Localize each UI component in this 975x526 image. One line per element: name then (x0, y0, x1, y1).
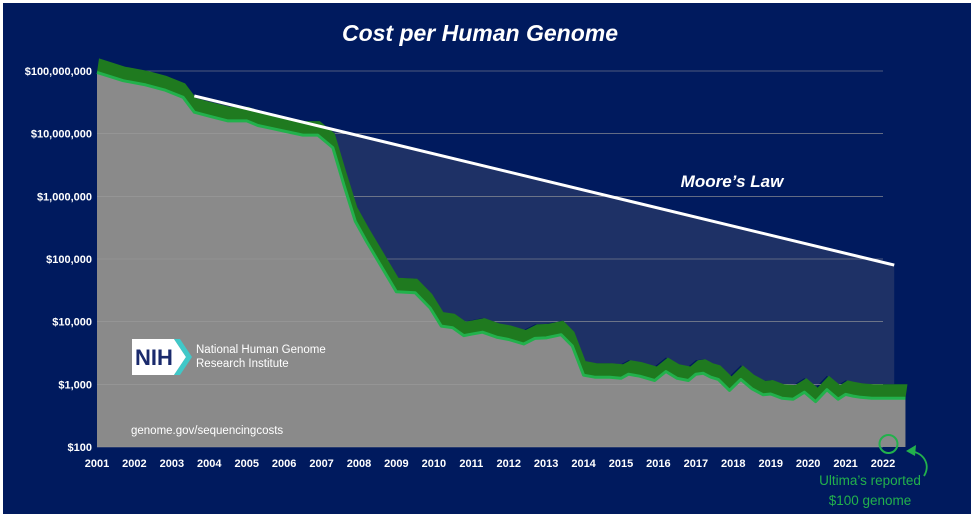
x-tick-label: 2004 (197, 458, 222, 470)
x-tick-label: 2010 (422, 458, 446, 470)
y-tick-label: $1,000 (58, 379, 92, 391)
cost-line (96, 70, 906, 404)
x-tick-label: 2018 (721, 458, 745, 470)
y-axis-ticks: $100,000,000 $10,000,000 $1,000,000 $100,00… (25, 66, 92, 454)
x-tick-label: 2006 (272, 458, 296, 470)
x-tick-label: 2017 (684, 458, 708, 470)
x-axis-ticks: 2001 2002 2003 2004 2005 2006 2007 2008 2009 2010… (85, 458, 895, 470)
source-url: genome.gov/sequencingcosts (131, 425, 283, 437)
y-tick-label: $10,000 (52, 317, 92, 329)
nih-logo-text: NIH (135, 345, 173, 370)
cost-area (97, 72, 906, 447)
x-tick-label: 2001 (85, 458, 109, 470)
x-tick-label: 2002 (122, 458, 146, 470)
x-tick-label: 2020 (796, 458, 820, 470)
y-tick-label: $100 (68, 442, 92, 454)
x-tick-label: 2005 (234, 458, 258, 470)
x-tick-label: 2013 (534, 458, 558, 470)
moores-law-label: Moore’s Law (681, 172, 785, 191)
x-tick-label: 2007 (309, 458, 333, 470)
y-tick-label: $100,000,000 (25, 66, 92, 78)
x-tick-label: 2014 (571, 458, 596, 470)
moore-gap-area (194, 95, 895, 388)
y-tick-label: $100,000 (46, 254, 92, 266)
x-tick-label: 2021 (833, 458, 857, 470)
x-tick-label: 2003 (160, 458, 184, 470)
ultima-marker-circle (878, 434, 899, 454)
x-tick-label: 2011 (459, 458, 483, 470)
ultima-arrow-head-icon (906, 445, 916, 456)
nih-logo: NIH (132, 339, 192, 375)
x-tick-label: 2022 (871, 458, 895, 470)
ultima-annotation-line1: Ultima’s reported (819, 473, 921, 488)
nih-org-line2: Research Institute (196, 358, 289, 370)
chart-title: Cost per Human Genome (342, 20, 618, 46)
nih-org-line1: National Human Genome (196, 344, 326, 356)
x-tick-label: 2019 (758, 458, 782, 470)
x-tick-label: 2008 (347, 458, 371, 470)
x-tick-label: 2009 (384, 458, 408, 470)
x-tick-label: 2012 (496, 458, 520, 470)
y-tick-label: $10,000,000 (31, 129, 92, 141)
y-tick-label: $1,000,000 (37, 191, 92, 203)
moores-law-line (193, 94, 895, 267)
cost-ribbon (97, 58, 908, 402)
x-tick-label: 2015 (609, 458, 633, 470)
nih-logo-chevron-icon (174, 339, 192, 375)
x-tick-label: 2016 (646, 458, 670, 470)
nih-logo-badge (132, 339, 186, 375)
ultima-annotation-line2: $100 genome (829, 493, 912, 508)
